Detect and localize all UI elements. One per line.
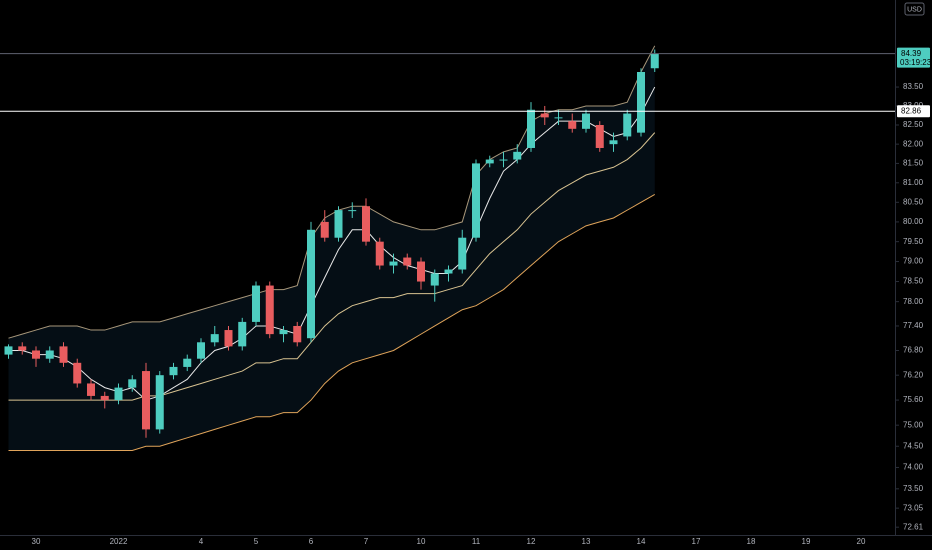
y-tick-label: 81.00	[903, 178, 924, 187]
candle-body	[444, 269, 453, 274]
candle-body	[87, 383, 95, 396]
y-tick-label: 76.20	[903, 370, 924, 379]
x-tick-label: 6	[309, 537, 314, 546]
candle-body	[458, 237, 467, 270]
candle-body	[582, 113, 590, 129]
candle-body	[142, 371, 150, 430]
plot	[0, 45, 895, 451]
band-fill	[8, 45, 655, 451]
x-tick-label: 17	[692, 537, 701, 546]
candle-body	[59, 346, 68, 363]
y-tick-label: 82.50	[903, 120, 924, 129]
candle-body	[238, 321, 247, 347]
candle-body	[128, 379, 137, 388]
candle-body	[197, 342, 205, 359]
candle-body	[362, 206, 370, 242]
price-tag-label: 84.39	[901, 49, 922, 58]
candle-body	[307, 229, 315, 339]
candle-body	[650, 53, 659, 69]
candle-body	[320, 221, 329, 238]
candle-body	[45, 350, 54, 359]
candle-body	[527, 109, 535, 148]
price-tag-label: 82.86	[901, 106, 922, 115]
candle-body	[114, 387, 123, 401]
x-tick-label: 13	[582, 537, 591, 546]
candle-body	[623, 113, 632, 137]
candle-body	[183, 358, 192, 367]
y-tick-label: 81.50	[903, 159, 924, 168]
y-tick-label: 83.50	[903, 82, 924, 91]
x-tick-label: 2022	[110, 537, 128, 546]
candle-body	[73, 362, 82, 384]
y-tick-label: 76.80	[903, 346, 924, 355]
x-tick-label: 5	[254, 537, 259, 546]
x-tick-label: 14	[637, 537, 646, 546]
candle-body	[334, 210, 343, 238]
x-tick-label: 4	[199, 537, 204, 546]
y-tick-label: 79.50	[903, 237, 924, 246]
candle-body	[224, 330, 233, 347]
y-tick-label: 80.00	[903, 217, 924, 226]
indicator-line	[8, 194, 655, 451]
candle-body	[18, 346, 27, 351]
x-tick-label: 19	[802, 537, 811, 546]
candle-body	[540, 113, 549, 118]
axes: 83.5083.0082.5082.0081.5081.0080.5080.00…	[32, 47, 932, 546]
candle-body	[430, 273, 439, 286]
currency-box[interactable]	[904, 2, 925, 16]
candle-body	[293, 325, 302, 343]
candle-body	[279, 330, 288, 335]
x-tick-label: 20	[857, 537, 866, 546]
x-tick-label: 11	[472, 537, 481, 546]
y-tick-label: 80.50	[903, 197, 924, 206]
y-tick-label: 77.40	[903, 321, 924, 330]
candle-body	[100, 395, 109, 401]
price-tag	[897, 105, 930, 118]
candle-body	[389, 261, 398, 266]
y-tick-label: 75.00	[903, 420, 924, 429]
price-tag	[897, 47, 930, 68]
candle-body	[375, 241, 384, 266]
candle-body	[472, 163, 480, 238]
candle-body	[554, 117, 563, 119]
candle-body	[252, 285, 260, 322]
y-tick-label: 74.50	[903, 441, 924, 450]
y-tick-label: 73.50	[903, 484, 924, 493]
candle-body	[637, 71, 645, 133]
candle-body	[499, 159, 508, 161]
x-tick-label: 10	[417, 537, 426, 546]
y-tick-label: 73.05	[903, 503, 924, 512]
y-tick-label: 72.61	[903, 522, 924, 531]
x-tick-label: 12	[527, 537, 536, 546]
y-tick-label: 82.00	[903, 139, 924, 148]
candle-body	[595, 124, 604, 148]
candle-body	[348, 210, 357, 212]
candle-body	[485, 159, 494, 164]
candle-body	[265, 285, 274, 335]
candle-body	[155, 375, 164, 430]
y-tick-label: 75.60	[903, 395, 924, 404]
x-tick-label: 30	[32, 537, 41, 546]
indicator-line	[8, 45, 656, 339]
countdown: 03:19:23	[900, 58, 932, 67]
candle-body	[609, 140, 618, 145]
x-tick-label: 18	[747, 537, 756, 546]
x-tick-label: 7	[364, 537, 369, 546]
candle-body	[568, 121, 577, 129]
candle-body	[403, 257, 412, 266]
y-tick-label: 78.50	[903, 277, 924, 286]
candle-body	[210, 334, 219, 343]
currency: USD	[907, 6, 922, 13]
y-tick-label: 74.00	[903, 463, 924, 472]
candle-body	[32, 350, 40, 359]
y-tick-label: 78.00	[903, 297, 924, 306]
candle-body	[169, 366, 178, 376]
y-tick-label: 79.00	[903, 257, 924, 266]
candle-body	[513, 151, 522, 160]
candle-body	[417, 261, 425, 282]
candle-body	[4, 346, 13, 355]
